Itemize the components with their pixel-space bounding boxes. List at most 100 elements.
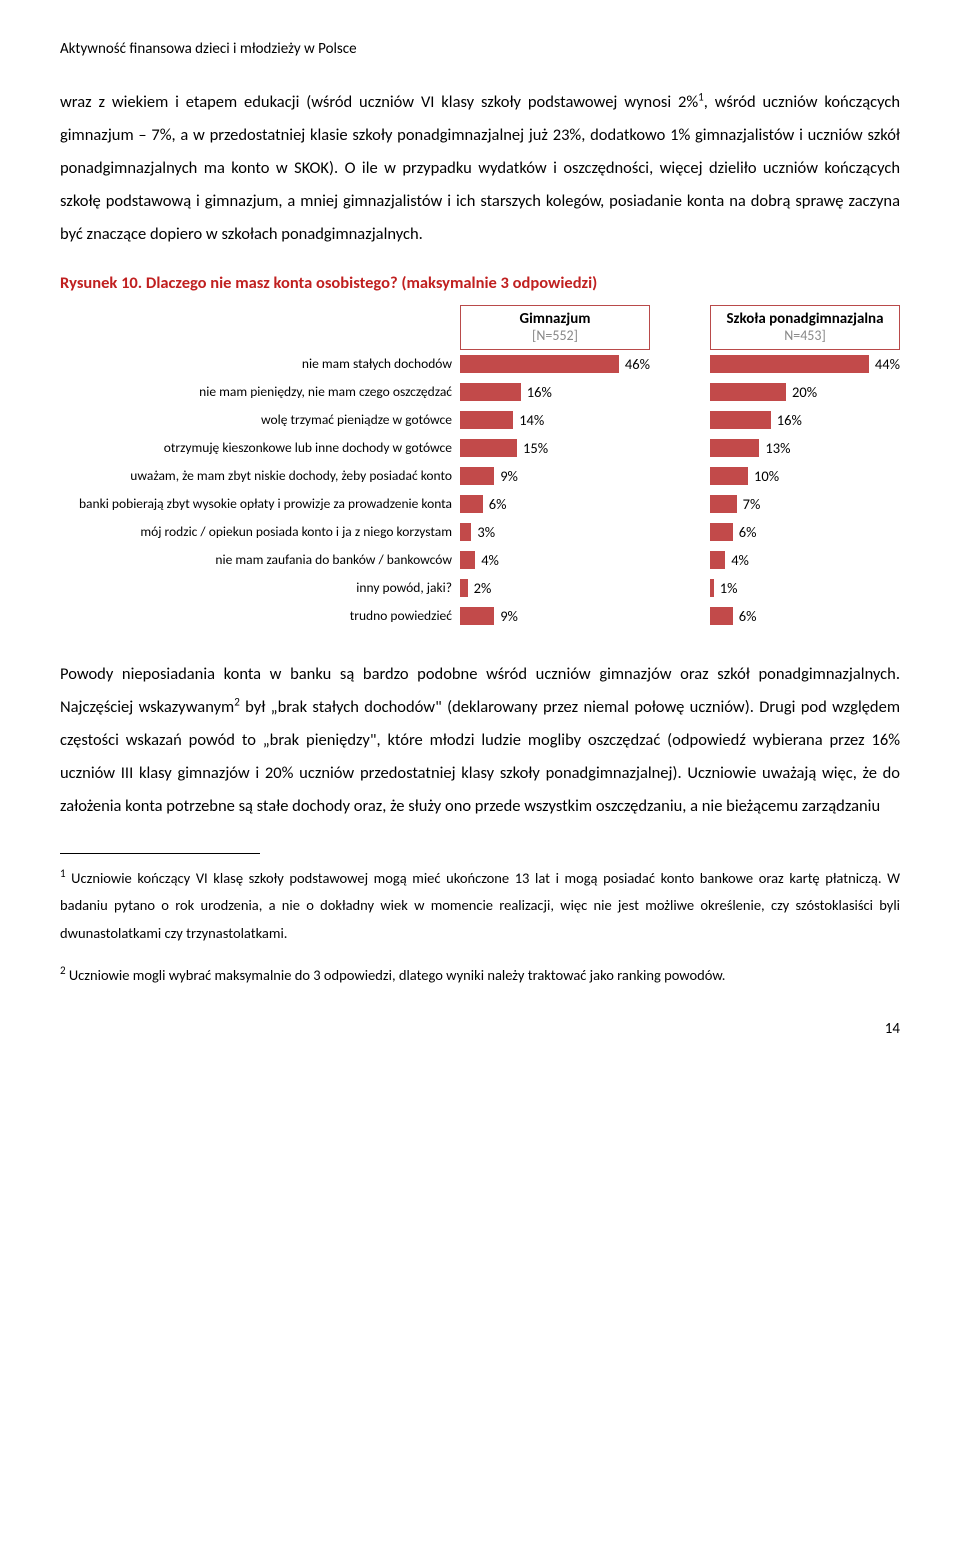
bars-area: 16% 20% <box>460 383 900 401</box>
chart-row: nie mam zaufania do banków / bankowców4%… <box>60 546 900 574</box>
chart-row: mój rodzic / opiekun posiada konto i ja … <box>60 518 900 546</box>
bar <box>460 467 494 485</box>
bar-cell: 6% <box>460 495 650 513</box>
row-label: wolę trzymać pieniądze w gotówce <box>60 411 460 428</box>
bar <box>710 411 771 429</box>
bar-cell: 7% <box>710 495 900 513</box>
col1-title: Gimnazjum <box>469 310 641 328</box>
bar-cell: 16% <box>710 411 900 429</box>
chart-row: inny powód, jaki?2%1% <box>60 574 900 602</box>
bar-value-label: 46% <box>619 355 650 373</box>
bar-cell: 16% <box>460 383 650 401</box>
bar-value-label: 2% <box>468 579 492 597</box>
col2-sub: N=453] <box>719 328 891 345</box>
chart-row: wolę trzymać pieniądze w gotówce 14% 16% <box>60 406 900 434</box>
row-label: mój rodzic / opiekun posiada konto i ja … <box>60 523 460 540</box>
row-label: trudno powiedzieć <box>60 607 460 624</box>
bar-value-label: 6% <box>483 495 507 513</box>
bar-cell: 46% <box>460 355 650 373</box>
bars-area: 6% 7% <box>460 495 900 513</box>
bars-area: 3% 6% <box>460 523 900 541</box>
bars-area: 46% 44% <box>460 355 900 373</box>
page-header: Aktywność finansowa dzieci i młodzieży w… <box>60 40 900 58</box>
page-number: 14 <box>60 1020 900 1038</box>
bar <box>710 551 725 569</box>
bar-cell: 1% <box>710 579 900 597</box>
bar <box>710 355 869 373</box>
bar <box>460 495 483 513</box>
row-label: nie mam stałych dochodów <box>60 355 460 372</box>
bar-cell: 10% <box>710 467 900 485</box>
bar-cell: 9% <box>460 467 650 485</box>
bar-value-label: 4% <box>725 551 749 569</box>
bars-area: 4% 4% <box>460 551 900 569</box>
bar <box>460 579 468 597</box>
bar-cell: 3% <box>460 523 650 541</box>
col2-title: Szkoła ponadgimnazjalna <box>719 310 891 328</box>
bars-area: 15% 13% <box>460 439 900 457</box>
bar-value-label: 9% <box>494 607 518 625</box>
bar-chart: Gimnazjum [N=552] Szkoła ponadgimnazjaln… <box>60 305 900 630</box>
label-spacer <box>60 305 460 350</box>
bar-value-label: 15% <box>517 439 548 457</box>
bar-cell: 15% <box>460 439 650 457</box>
bar-value-label: 4% <box>475 551 499 569</box>
footnote-1: 1 Uczniowie kończący VI klasę szkoły pod… <box>60 864 900 947</box>
bar <box>460 355 619 373</box>
bars-area: 14% 16% <box>460 411 900 429</box>
row-label: otrzymuję kieszonkowe lub inne dochody w… <box>60 439 460 456</box>
paragraph-1: wraz z wiekiem i etapem edukacji (wśród … <box>60 86 900 251</box>
para1-text-a: wraz z wiekiem i etapem edukacji (wśród … <box>60 92 698 112</box>
bar <box>460 523 471 541</box>
bars-area: 9% 6% <box>460 607 900 625</box>
row-label: nie mam zaufania do banków / bankowców <box>60 551 460 568</box>
bar-value-label: 6% <box>733 523 757 541</box>
footnote-2: 2 Uczniowie mogli wybrać maksymalnie do … <box>60 961 900 989</box>
bar <box>460 439 517 457</box>
bar-value-label: 1% <box>714 579 738 597</box>
column-header-ponadgimnazjalna: Szkoła ponadgimnazjalna N=453] <box>710 305 900 350</box>
figure-title: Rysunek 10. Dlaczego nie masz konta osob… <box>60 273 900 293</box>
bar <box>460 411 513 429</box>
chart-row: uważam, że mam zbyt niskie dochody, żeby… <box>60 462 900 490</box>
column-header-gimnazjum: Gimnazjum [N=552] <box>460 305 650 350</box>
bar-value-label: 6% <box>733 607 757 625</box>
row-label: uważam, że mam zbyt niskie dochody, żeby… <box>60 467 460 484</box>
row-label: nie mam pieniędzy, nie mam czego oszczęd… <box>60 383 460 400</box>
bar-value-label: 9% <box>494 467 518 485</box>
row-label: banki pobierają zbyt wysokie opłaty i pr… <box>60 495 460 512</box>
bar <box>710 467 748 485</box>
bar <box>460 551 475 569</box>
bar <box>710 523 733 541</box>
bar-value-label: 44% <box>869 355 900 373</box>
bar-value-label: 10% <box>748 467 779 485</box>
bar-value-label: 7% <box>737 495 761 513</box>
chart-row: banki pobierają zbyt wysokie opłaty i pr… <box>60 490 900 518</box>
chart-row: otrzymuję kieszonkowe lub inne dochody w… <box>60 434 900 462</box>
bar-cell: 6% <box>710 607 900 625</box>
bar-value-label: 3% <box>471 523 495 541</box>
bar-cell: 13% <box>710 439 900 457</box>
bars-area: 2% 1% <box>460 579 900 597</box>
chart-column-headers: Gimnazjum [N=552] Szkoła ponadgimnazjaln… <box>60 305 900 350</box>
bar-cell: 2% <box>460 579 650 597</box>
bar <box>710 607 733 625</box>
bar <box>460 607 494 625</box>
col1-sub: [N=552] <box>469 328 641 345</box>
bar <box>710 439 759 457</box>
bar <box>460 383 521 401</box>
bar-cell: 4% <box>710 551 900 569</box>
bar-cell: 44% <box>710 355 900 373</box>
chart-row: nie mam pieniędzy, nie mam czego oszczęd… <box>60 378 900 406</box>
bar-value-label: 20% <box>786 383 817 401</box>
bar-cell: 6% <box>710 523 900 541</box>
chart-row: nie mam stałych dochodów 46% 44% <box>60 350 900 378</box>
bar-value-label: 16% <box>771 411 802 429</box>
bar-cell: 20% <box>710 383 900 401</box>
footnote-1-text: Uczniowie kończący VI klasę szkoły podst… <box>60 869 900 942</box>
bar-value-label: 14% <box>513 411 544 429</box>
bar-cell: 4% <box>460 551 650 569</box>
paragraph-2: Powody nieposiadania konta w banku są ba… <box>60 658 900 823</box>
para1-text-b: , wśród uczniów kończących gimnazjum – 7… <box>60 92 900 244</box>
bar <box>710 495 737 513</box>
